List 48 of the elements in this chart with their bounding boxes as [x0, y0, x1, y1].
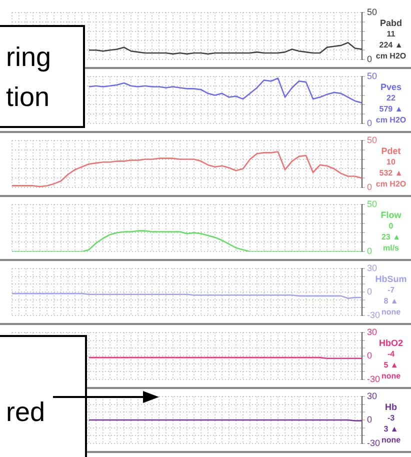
text: Pabd	[380, 18, 402, 28]
text: 3 ▲	[384, 424, 398, 434]
text: Hb	[385, 402, 398, 412]
text: 0	[388, 222, 394, 231]
text: HbO2	[378, 338, 404, 348]
text: cm H2O	[376, 180, 406, 189]
y-tick-label: 0	[367, 182, 372, 192]
text: 579 ▲	[379, 104, 403, 114]
text: 11	[386, 30, 396, 39]
text: -7	[387, 286, 396, 295]
y-tick-label: -30	[367, 310, 380, 320]
y-tick-label: 50	[367, 6, 378, 17]
y-tick-label: 30	[367, 390, 378, 401]
text: Flow	[380, 210, 402, 220]
text: 532 ▲	[379, 168, 403, 178]
text: 22	[386, 94, 396, 103]
text: 8 ▲	[384, 296, 398, 306]
text: 10	[386, 158, 396, 167]
y-tick-label: 0	[367, 246, 372, 256]
text: Pves	[380, 82, 402, 92]
y-tick-label: 0	[367, 118, 372, 128]
y-tick-label: 0	[367, 414, 372, 424]
text: cm H2O	[376, 116, 406, 125]
annotation: red	[6, 397, 46, 428]
y-tick-label: 50	[367, 134, 378, 145]
y-tick-label: -30	[367, 438, 380, 448]
text: none	[381, 372, 402, 381]
text: 23 ▲	[381, 232, 401, 242]
text: -3	[387, 414, 396, 423]
text: 5 ▲	[384, 360, 398, 370]
text: cm H2O	[376, 52, 406, 61]
text: HbSum	[375, 274, 407, 284]
text: 224 ▲	[379, 40, 403, 50]
y-tick-label: 0	[367, 350, 372, 360]
y-tick-label: -30	[367, 374, 380, 384]
y-tick-label: 30	[367, 262, 378, 273]
text: ml/s	[382, 244, 400, 253]
text: Pdet	[381, 146, 401, 156]
annotation: tion	[6, 81, 51, 114]
y-tick-label: 30	[367, 326, 378, 337]
y-tick-label: 0	[367, 54, 372, 64]
y-tick-label: 0	[367, 286, 372, 296]
text: none	[381, 308, 402, 317]
text: none	[381, 436, 402, 445]
y-tick-label: 50	[367, 198, 378, 209]
text: -4	[387, 350, 396, 359]
y-tick-label: 50	[367, 70, 378, 81]
annotation: ring	[6, 41, 52, 74]
